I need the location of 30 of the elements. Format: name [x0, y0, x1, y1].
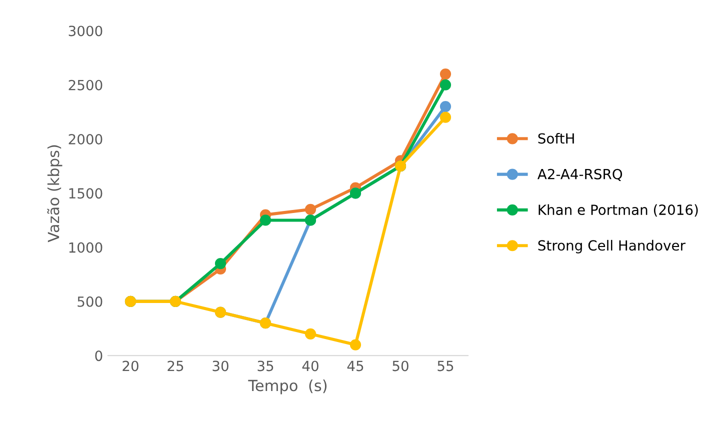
- x-tick-label: 20: [122, 360, 138, 372]
- y-tick-label: 2500: [68, 80, 102, 90]
- x-tick-label: 30: [212, 360, 228, 372]
- legend-label: Strong Cell Handover: [538, 240, 686, 254]
- x-tick-label: 55: [438, 360, 454, 372]
- point: [440, 100, 452, 112]
- point: [304, 328, 316, 340]
- y-tick-label: 2000: [68, 134, 102, 144]
- y-tick-label: 500: [78, 296, 102, 307]
- point: [260, 214, 272, 226]
- y-tick-label: 1000: [69, 242, 102, 253]
- point: [440, 79, 452, 90]
- point: [350, 339, 362, 350]
- point: [304, 204, 316, 215]
- x-axis-title: Tempo (s): [248, 379, 327, 394]
- x-tick-label: 40: [302, 360, 318, 372]
- point: [440, 68, 452, 80]
- x-tick-label: 25: [168, 360, 184, 372]
- legend-label: Khan e Portman (2016): [538, 204, 698, 217]
- legend-label: SoftH: [538, 132, 574, 144]
- y-axis-title: Vazão (kbps): [47, 145, 62, 242]
- y-tick-label: 3000: [68, 26, 102, 36]
- x-tick-label: 45: [347, 360, 364, 372]
- y-tick-label: 0: [95, 350, 102, 362]
- point: [440, 112, 452, 123]
- legend-label: A2-A4-RSRQ: [537, 168, 622, 181]
- y-tick-label: 1500: [69, 188, 102, 199]
- x-tick-label: 35: [258, 360, 274, 372]
- x-tick-label: 50: [392, 360, 408, 372]
- point: [214, 258, 226, 270]
